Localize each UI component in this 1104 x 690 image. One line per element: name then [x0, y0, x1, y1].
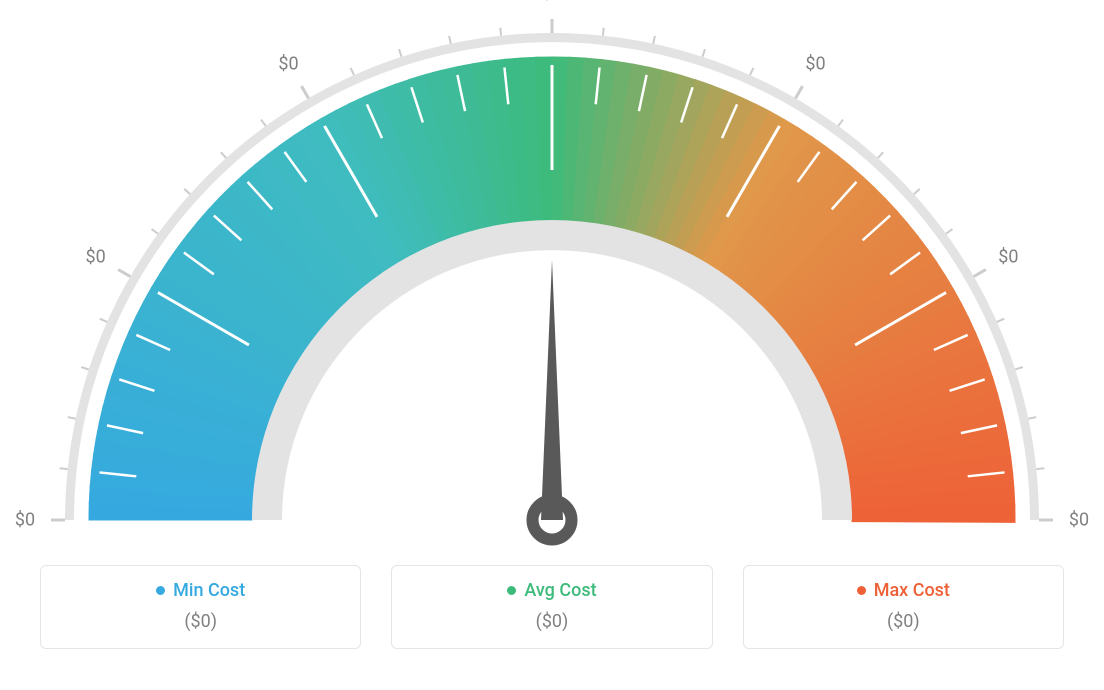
legend-title-avg: Avg Cost — [507, 580, 596, 601]
legend-card-min: Min Cost ($0) — [40, 565, 361, 649]
gauge-tick-label: $0 — [542, 0, 562, 4]
legend-dot-max — [857, 586, 866, 595]
gauge-tick-label: $0 — [805, 53, 825, 74]
legend-title-min: Min Cost — [156, 580, 245, 601]
legend-dot-min — [156, 586, 165, 595]
legend-value-avg: ($0) — [402, 611, 701, 632]
legend-value-min: ($0) — [51, 611, 350, 632]
gauge-tick-label: $0 — [85, 246, 105, 267]
legend-title-max: Max Cost — [857, 580, 950, 601]
legend-card-max: Max Cost ($0) — [743, 565, 1064, 649]
gauge-tick-label: $0 — [1069, 510, 1089, 531]
legend-label-min: Min Cost — [173, 580, 245, 601]
legend-label-avg: Avg Cost — [524, 580, 596, 601]
gauge-tick-label: $0 — [278, 53, 298, 74]
legend-row: Min Cost ($0) Avg Cost ($0) Max Cost ($0) — [0, 565, 1104, 649]
legend-value-max: ($0) — [754, 611, 1053, 632]
gauge-chart: $0 $0 $0 $0 $0 $0 $0 — [0, 0, 1104, 560]
gauge-tick-label: $0 — [15, 510, 35, 531]
gauge-tick-label: $0 — [998, 246, 1018, 267]
legend-dot-avg — [507, 586, 516, 595]
legend-label-max: Max Cost — [874, 580, 950, 601]
gauge-svg — [0, 0, 1104, 560]
legend-card-avg: Avg Cost ($0) — [391, 565, 712, 649]
